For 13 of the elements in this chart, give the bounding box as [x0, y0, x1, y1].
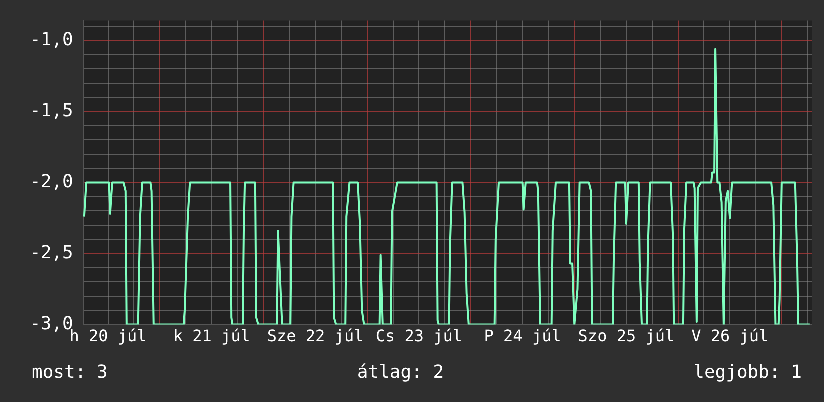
x-tick-label: k 21 júl [173, 326, 250, 346]
y-tick-label: -1,5 [30, 100, 74, 122]
text: legjobb: 1 [694, 362, 802, 383]
x-tick-label: V 26 júl [692, 326, 769, 346]
y-tick-label: -2,5 [30, 242, 74, 264]
x-tick-label: Szo 25 júl [578, 326, 675, 346]
x-tick-label: Cs 23 júl [376, 326, 463, 346]
text: átlag: 2 [357, 362, 444, 383]
y-tick-label: -2,0 [30, 171, 74, 192]
text: most: 3 [32, 362, 108, 383]
x-tick-label: Sze 22 júl [267, 326, 364, 346]
x-tick-label: P 24 júl [484, 326, 562, 346]
y-tick-label: -1,0 [30, 29, 74, 50]
